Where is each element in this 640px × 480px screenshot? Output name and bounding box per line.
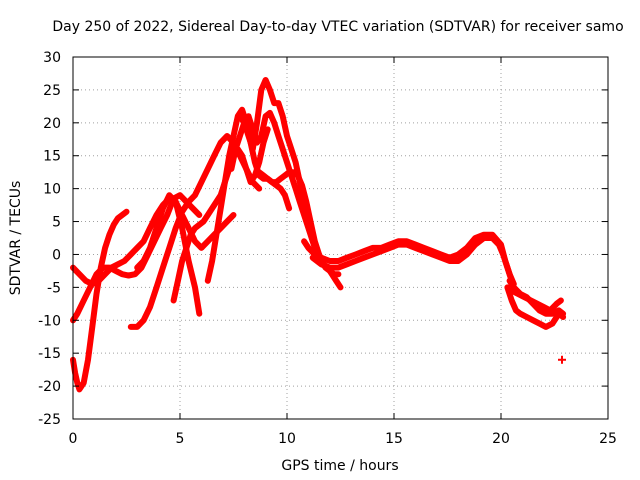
series-arc-11 [301,231,517,288]
y-tick-label: -10 [38,313,61,329]
y-tick-label: 20 [43,116,61,132]
data-point [557,355,566,364]
chart-title: Day 250 of 2022, Sidereal Day-to-day VTE… [52,19,623,35]
y-tick-label: -5 [47,280,61,296]
series-arc-1 [70,208,130,393]
series-arc-13 [504,284,567,330]
y-tick-label: 25 [43,83,61,99]
x-tick-label: 0 [69,431,78,447]
series-arc-9 [236,77,316,245]
series-arc-12 [309,235,515,284]
series-arc-3 [70,195,237,288]
series-arc-10 [251,169,293,212]
y-tick-label: -20 [38,379,61,395]
y-tick-label: 15 [43,149,61,165]
x-tick-label: 15 [385,431,403,447]
x-tick-label: 25 [599,431,617,447]
series-arc-15 [508,287,564,314]
data-series [70,77,567,393]
axis-ticks: 0 5 10 15 20 25 -25 -20 -15 -10 -5 0 5 10 15 20 25 30 [38,50,617,447]
y-axis-label: SDTVAR / TECUs [8,181,24,296]
y-tick-label: -15 [38,346,61,362]
y-tick-label: 30 [43,50,61,66]
x-tick-label: 10 [278,431,296,447]
y-tick-label: 0 [52,247,61,263]
grid [73,57,608,419]
x-tick-label: 20 [492,431,510,447]
y-tick-label: 10 [43,182,61,198]
plot-frame [72,56,609,420]
y-tick-label: -25 [38,412,61,428]
series-arc-5 [134,192,203,317]
x-tick-label: 5 [176,431,185,447]
y-tick-label: 5 [52,215,61,231]
x-axis-label: GPS time / hours [281,458,398,474]
